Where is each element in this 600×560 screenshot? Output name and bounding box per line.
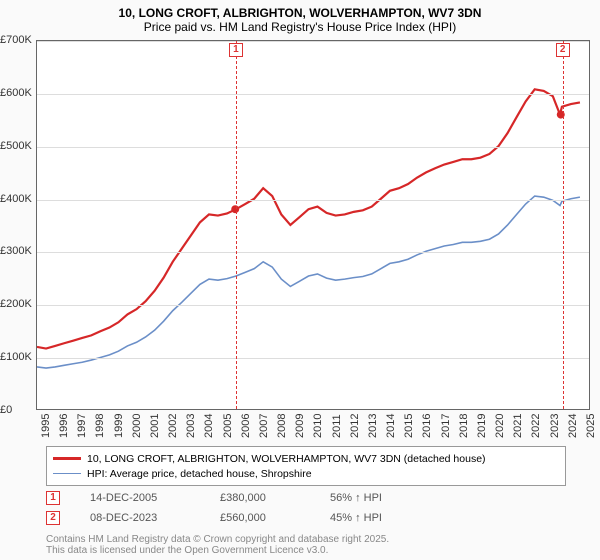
event-date: 14-DEC-2005 [90,492,190,504]
y-axis-label: £500K [0,140,32,152]
x-axis-label: 1999 [113,414,125,438]
legend-row: HPI: Average price, detached house, Shro… [53,466,559,481]
x-axis-label: 2013 [367,414,379,438]
x-axis-label: 1998 [94,414,106,438]
x-axis-label: 2022 [530,414,542,438]
legend-swatch [53,473,81,475]
event-table: 1 14-DEC-2005 £380,000 56% ↑ HPI 2 08-DEC-202… [46,488,382,528]
credits-line: This data is licensed under the Open Gov… [46,545,389,556]
y-axis-label: £400K [0,193,32,205]
gridline [37,252,589,253]
x-axis-label: 2023 [549,414,561,438]
series-line [37,196,580,368]
chart-plot-area: 12 [36,40,590,410]
gridline [37,147,589,148]
marker-line [563,41,564,409]
x-axis-label: 2001 [149,414,161,438]
x-axis-label: 2007 [258,414,270,438]
series-line [37,89,580,348]
y-axis-label: £300K [0,245,32,257]
event-price: £380,000 [220,492,300,504]
x-axis-label: 2017 [440,414,452,438]
x-axis-label: 2014 [385,414,397,438]
event-row: 1 14-DEC-2005 £380,000 56% ↑ HPI [46,488,382,508]
marker-label: 2 [556,43,570,57]
y-axis-label: £600K [0,87,32,99]
event-marker: 2 [46,511,60,525]
x-axis-label: 1997 [76,414,88,438]
legend-row: 10, LONG CROFT, ALBRIGHTON, WOLVERHAMPTO… [53,451,559,466]
page-title: 10, LONG CROFT, ALBRIGHTON, WOLVERHAMPTO… [0,0,600,20]
x-axis-label: 2011 [331,414,343,438]
x-axis-label: 2024 [567,414,579,438]
chart-container: 10, LONG CROFT, ALBRIGHTON, WOLVERHAMPTO… [0,0,600,560]
x-axis-label: 2015 [403,414,415,438]
x-axis-label: 2012 [349,414,361,438]
gridline [37,200,589,201]
credits-line: Contains HM Land Registry data © Crown c… [46,534,389,545]
gridline [37,305,589,306]
x-axis-label: 2010 [312,414,324,438]
x-axis-label: 2019 [476,414,488,438]
legend-swatch [53,457,81,459]
event-delta: 45% ↑ HPI [330,512,382,524]
x-axis-label: 2006 [240,414,252,438]
x-axis-label: 2020 [494,414,506,438]
x-axis-label: 2002 [167,414,179,438]
credits: Contains HM Land Registry data © Crown c… [46,534,389,556]
chart-legend: 10, LONG CROFT, ALBRIGHTON, WOLVERHAMPTO… [46,446,566,486]
x-axis-label: 2005 [222,414,234,438]
gridline [37,94,589,95]
y-axis-label: £100K [0,351,32,363]
marker-line [236,41,237,409]
x-axis-label: 2018 [458,414,470,438]
x-axis-label: 2004 [203,414,215,438]
chart-svg [37,41,589,409]
x-axis-label: 2025 [585,414,597,438]
x-axis-label: 2003 [185,414,197,438]
x-axis-label: 2021 [512,414,524,438]
y-axis-label: £0 [0,404,12,416]
gridline [37,41,589,42]
x-axis-label: 2000 [131,414,143,438]
legend-label: 10, LONG CROFT, ALBRIGHTON, WOLVERHAMPTO… [87,453,486,465]
event-marker: 1 [46,491,60,505]
x-axis-label: 1995 [40,414,52,438]
gridline [37,358,589,359]
y-axis-label: £200K [0,298,32,310]
event-price: £560,000 [220,512,300,524]
x-axis-label: 1996 [58,414,70,438]
event-delta: 56% ↑ HPI [330,492,382,504]
y-axis-label: £700K [0,34,32,46]
x-axis-label: 2016 [421,414,433,438]
x-axis-label: 2008 [276,414,288,438]
x-axis-label: 2009 [294,414,306,438]
legend-label: HPI: Average price, detached house, Shro… [87,468,312,480]
marker-label: 1 [229,43,243,57]
event-date: 08-DEC-2023 [90,512,190,524]
event-row: 2 08-DEC-2023 £560,000 45% ↑ HPI [46,508,382,528]
page-subtitle: Price paid vs. HM Land Registry's House … [0,20,600,36]
